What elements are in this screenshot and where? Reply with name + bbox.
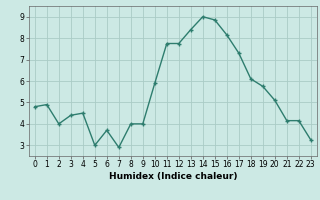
X-axis label: Humidex (Indice chaleur): Humidex (Indice chaleur) bbox=[108, 172, 237, 181]
